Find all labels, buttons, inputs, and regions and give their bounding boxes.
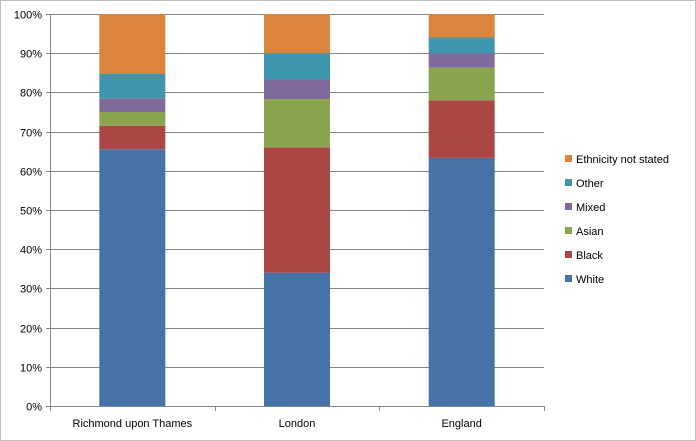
y-tick-label: 60%: [20, 167, 42, 179]
x-category-label: England: [441, 418, 481, 430]
x-category-label: Richmond upon Thames: [73, 418, 193, 430]
bar-segment-white: [99, 149, 166, 407]
bar-segment-asian: [99, 112, 166, 126]
y-tick-label: 80%: [20, 88, 42, 100]
legend-label: Mixed: [576, 202, 605, 214]
bar-segment-mixed: [428, 53, 495, 68]
legend-label: Ethnicity not stated: [576, 154, 669, 166]
bar-segment-white: [428, 157, 495, 406]
legend-label: Asian: [576, 226, 604, 238]
y-axis-tick-labels: 0% 10% 20% 30% 40% 50% 60% 70% 80% 90% 100%: [14, 10, 42, 414]
y-tick-label: 70%: [20, 128, 42, 140]
y-tick-label: 100%: [14, 10, 42, 22]
legend-label: Other: [576, 178, 604, 190]
bar-segment-asian: [428, 67, 495, 101]
bar-segment-mixed: [99, 98, 166, 112]
bar-segment-mixed: [264, 79, 330, 100]
legend-swatch: [565, 275, 572, 282]
legend-swatch: [565, 155, 572, 162]
legend-swatch: [565, 251, 572, 258]
y-tick-label: 0%: [26, 402, 42, 414]
bar-segment-asian: [264, 99, 330, 148]
y-tick-label: 50%: [20, 206, 42, 218]
legend: Ethnicity not stated Other Mixed Asian Black…: [565, 154, 669, 286]
bar-segment-black: [428, 100, 495, 158]
x-category-label: London: [279, 418, 316, 430]
bar-segment-other: [264, 53, 330, 80]
x-axis-category-labels: Richmond upon Thames London England: [73, 418, 482, 430]
legend-swatch: [565, 227, 572, 234]
bar-segment-other: [99, 73, 166, 99]
bar-segment-ethnicity-not-stated: [264, 14, 330, 54]
y-tick-label: 30%: [20, 284, 42, 296]
bar-segment-other: [428, 37, 495, 54]
bars: [99, 14, 495, 407]
bar-segment-black: [264, 147, 330, 273]
y-tick-label: 10%: [20, 363, 42, 375]
legend-swatch: [565, 203, 572, 210]
bar-segment-black: [99, 125, 166, 150]
bar-segment-ethnicity-not-stated: [99, 14, 166, 74]
y-tick-label: 20%: [20, 324, 42, 336]
bar-segment-white: [264, 272, 330, 406]
legend-label: Black: [576, 250, 603, 262]
axes: [46, 14, 545, 411]
y-tick-label: 90%: [20, 49, 42, 61]
y-tick-label: 40%: [20, 245, 42, 257]
bar-segment-ethnicity-not-stated: [428, 14, 495, 38]
legend-label: White: [576, 274, 604, 286]
legend-swatch: [565, 179, 572, 186]
